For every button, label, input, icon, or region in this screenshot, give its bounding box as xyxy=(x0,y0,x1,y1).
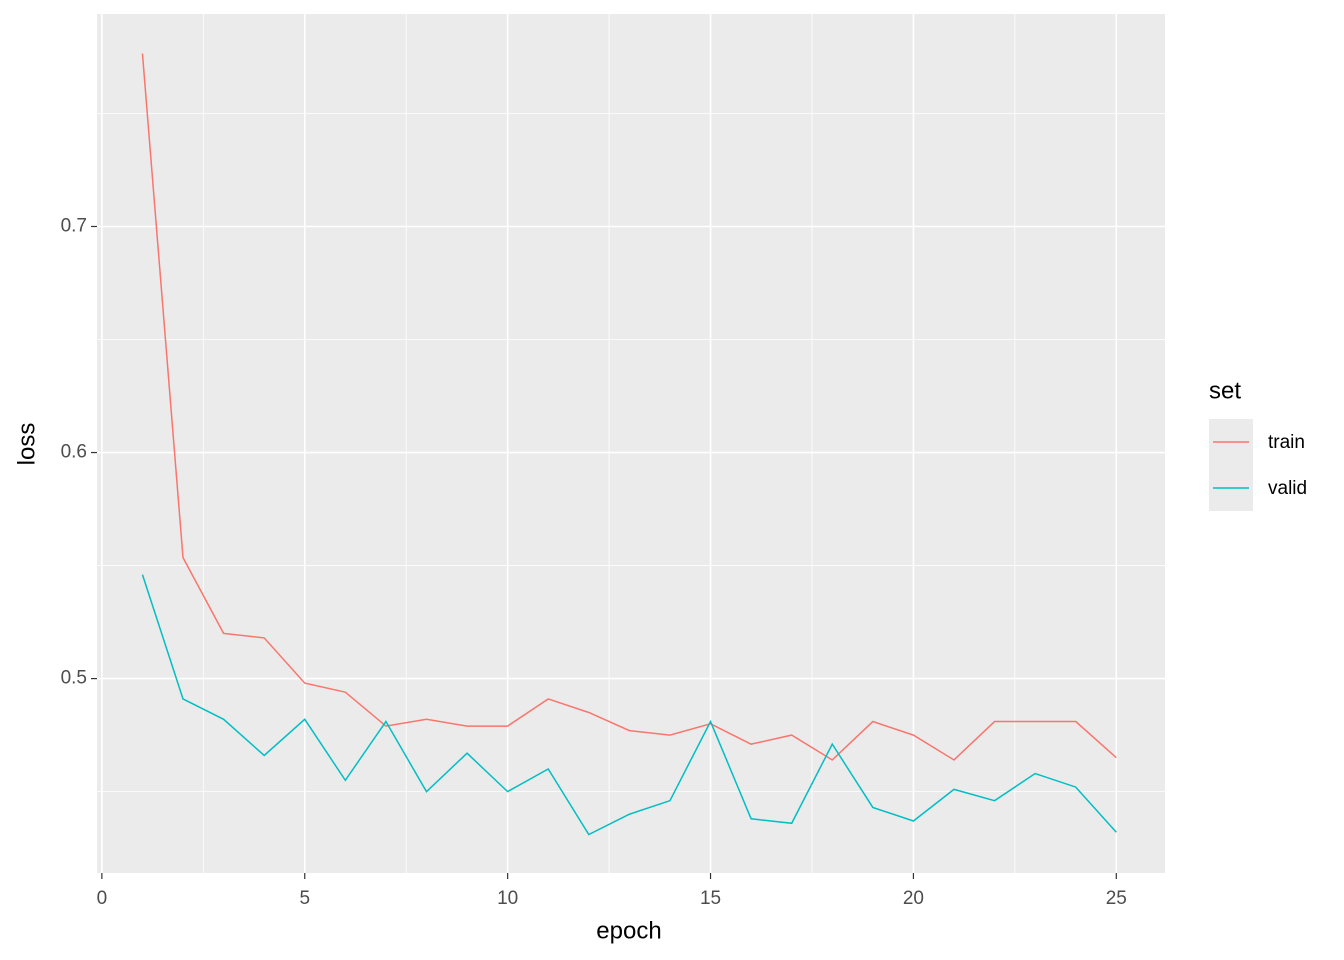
y-tick-label: 0.5 xyxy=(61,668,87,689)
legend-label: valid xyxy=(1268,478,1307,499)
x-tick-label: 5 xyxy=(299,888,310,909)
y-tick-label: 0.6 xyxy=(61,442,87,463)
y-tick-label: 0.7 xyxy=(61,216,87,237)
x-axis-title: epoch xyxy=(596,917,661,944)
series-line xyxy=(141,53,1117,761)
x-tick-label: 0 xyxy=(97,888,108,909)
panel xyxy=(97,14,1165,873)
x-tick-label: 20 xyxy=(903,888,924,909)
series-line xyxy=(141,574,1117,836)
legend-title: set xyxy=(1209,377,1241,404)
legend-label: train xyxy=(1268,432,1305,453)
x-tick-label: 25 xyxy=(1106,888,1127,909)
y-axis-title: loss xyxy=(13,423,40,466)
x-tick-label: 10 xyxy=(497,888,518,909)
x-tick-label: 15 xyxy=(700,888,721,909)
